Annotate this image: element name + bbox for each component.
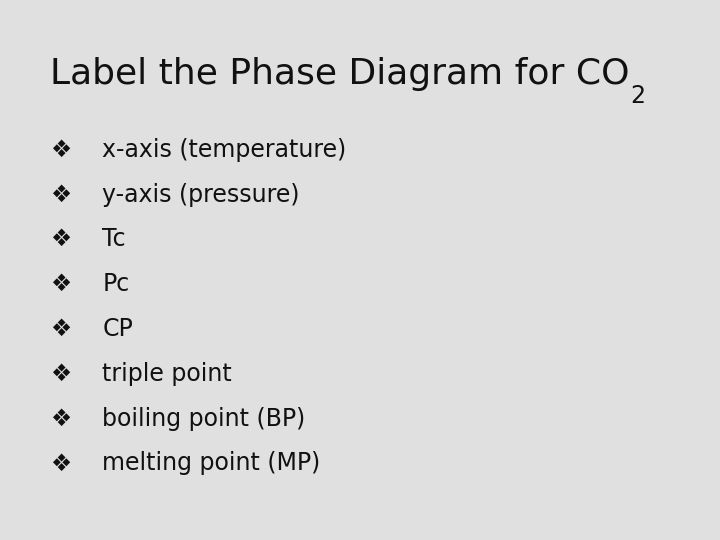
Text: y-axis (pressure): y-axis (pressure): [102, 183, 300, 206]
Text: Pc: Pc: [102, 272, 130, 296]
Text: triple point: triple point: [102, 362, 232, 386]
Text: ❖: ❖: [50, 138, 71, 161]
Text: CP: CP: [102, 317, 133, 341]
Text: x-axis (temperature): x-axis (temperature): [102, 138, 346, 161]
Text: ❖: ❖: [50, 227, 71, 251]
Text: melting point (MP): melting point (MP): [102, 451, 320, 475]
Text: ❖: ❖: [50, 183, 71, 206]
Text: ❖: ❖: [50, 272, 71, 296]
Text: ❖: ❖: [50, 451, 71, 475]
Text: ❖: ❖: [50, 362, 71, 386]
Text: ❖: ❖: [50, 317, 71, 341]
Text: Tc: Tc: [102, 227, 126, 251]
Text: ❖: ❖: [50, 407, 71, 430]
Text: 2: 2: [630, 84, 645, 107]
Text: Label the Phase Diagram for CO: Label the Phase Diagram for CO: [50, 57, 630, 91]
Text: boiling point (BP): boiling point (BP): [102, 407, 305, 430]
